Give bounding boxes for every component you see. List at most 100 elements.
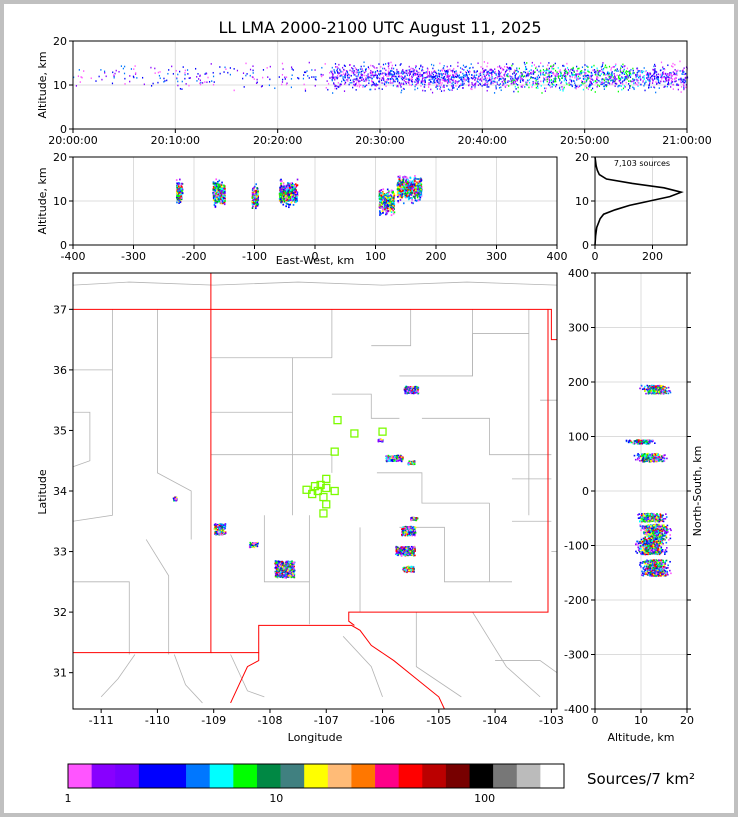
p2-source-point [407, 179, 409, 182]
p1-source-point [614, 80, 616, 83]
p1-source-point [607, 71, 609, 74]
p2-source-point [283, 196, 286, 198]
p2-source-point [399, 199, 402, 201]
p1-source-point [671, 74, 673, 77]
p2-source-point [381, 200, 384, 203]
p1-source-point [530, 77, 532, 80]
p1-source-point [409, 72, 411, 75]
p1-source-point [184, 69, 186, 72]
p1-source-point [653, 86, 655, 88]
county-boundary [415, 612, 462, 698]
p1-source-point [411, 78, 413, 81]
p1-source-point [329, 71, 331, 74]
p1-source-point [548, 74, 550, 76]
p1-source-point [401, 78, 403, 81]
p1-source-point [444, 70, 446, 73]
p1-source-point [657, 76, 660, 79]
p2-source-point [215, 178, 218, 181]
p2-source-point [294, 183, 297, 186]
p1-source-point [452, 87, 454, 89]
p1-source-point [168, 69, 170, 71]
p1-source-point [333, 77, 335, 80]
p1-source-point [358, 72, 360, 74]
p1-source-point [219, 66, 221, 68]
p1-source-point [643, 67, 645, 69]
p1-source-point [597, 73, 599, 76]
p1-source-point [420, 85, 422, 87]
p1-source-point [224, 66, 226, 69]
p1-source-point [675, 76, 677, 79]
p1-source-point [362, 84, 364, 87]
p2-source-point [177, 196, 180, 199]
p1-source-point [73, 76, 75, 79]
p1-source-point [376, 76, 378, 79]
p2-source-point [285, 195, 287, 197]
map-source-point [414, 385, 417, 388]
county-boundary [210, 454, 293, 516]
p2-source-point [295, 195, 298, 197]
p2-source-point [398, 192, 400, 195]
p1-source-point [628, 74, 630, 77]
p1-source-point [542, 68, 545, 71]
p1-source-point [438, 75, 441, 78]
p1-source-point [531, 86, 533, 88]
p1-source-point [610, 79, 612, 82]
histogram-line [594, 156, 684, 246]
p2-source-point [378, 193, 381, 195]
p1-source-point [632, 86, 634, 89]
p1-source-point [553, 67, 555, 70]
p2-source-point [411, 188, 413, 191]
p1-source-point [381, 73, 383, 76]
p1-source-point [437, 75, 439, 77]
p1-source-point [103, 70, 106, 73]
p1-source-point [516, 69, 518, 72]
p2-source-point [391, 201, 394, 204]
p1-source-point [212, 83, 215, 86]
p1-source-point [575, 86, 578, 88]
p1-source-point [574, 75, 576, 77]
p1-source-point [495, 74, 497, 76]
p1-source-point [391, 70, 393, 72]
p1-source-point [488, 75, 490, 77]
p1-source-point [388, 64, 390, 67]
p1-source-point [348, 83, 350, 86]
p1-source-point [402, 71, 404, 73]
p2-source-point [256, 193, 259, 196]
p1-source-point [314, 84, 316, 87]
p1-source-point [584, 74, 586, 76]
p1-source-point [334, 84, 336, 87]
p1-source-point [614, 85, 616, 87]
map-source-point [377, 440, 380, 442]
p1-source-point [525, 81, 527, 84]
p1-source-point [604, 74, 606, 76]
p1-source-point [150, 66, 152, 69]
p1-source-point [532, 82, 534, 85]
p2-source-point [213, 197, 215, 200]
p2-source-point [296, 178, 299, 181]
p1-source-point [563, 74, 565, 76]
p1-source-point [336, 87, 338, 90]
p1-source-point [468, 73, 470, 76]
p1-source-point [488, 86, 490, 88]
p1-source-point [388, 82, 390, 84]
p1-source-point [260, 85, 263, 88]
p1-source-point [415, 83, 417, 86]
map-source-point [393, 459, 396, 462]
p1-source-point [438, 72, 440, 75]
map-source-point [395, 456, 398, 459]
p1-source-point [434, 78, 436, 81]
p2-source-point [393, 203, 396, 206]
p1-source-point [673, 72, 676, 75]
p2-source-point [379, 196, 381, 199]
p1-source-point [393, 80, 395, 83]
p1-source-point [612, 80, 614, 83]
p1-source-point [499, 67, 502, 70]
county-boundary [421, 417, 552, 456]
p1-source-point [120, 65, 123, 67]
p2-source-point [415, 200, 418, 202]
p2-source-point [252, 191, 255, 194]
p1-source-point [384, 63, 387, 65]
p1-source-point [683, 87, 685, 89]
p1-source-point [464, 75, 466, 78]
p2-source-point [420, 180, 422, 183]
